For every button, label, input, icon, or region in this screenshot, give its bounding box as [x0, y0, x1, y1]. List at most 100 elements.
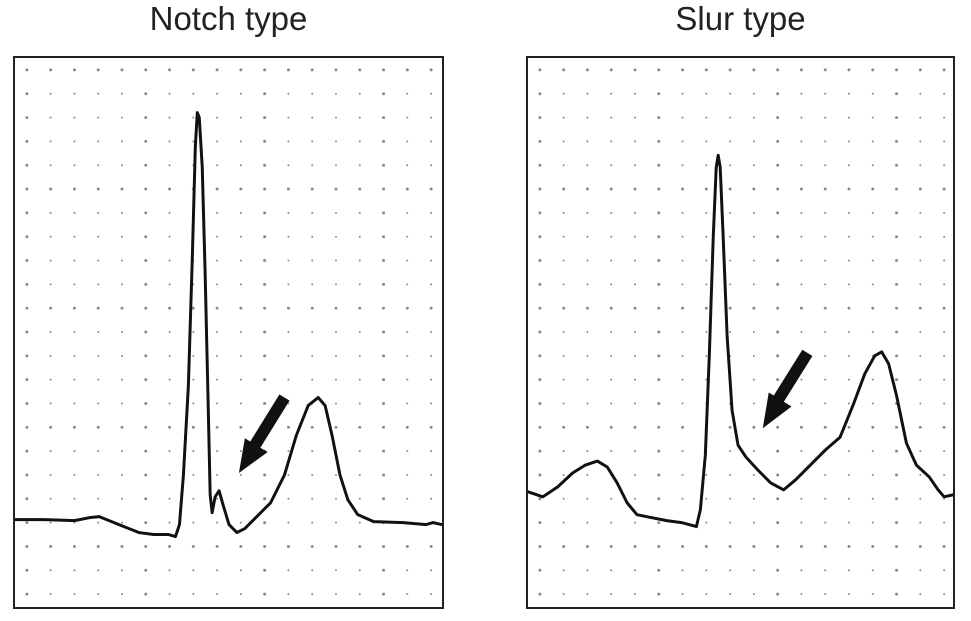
grid-dot: [800, 378, 803, 381]
grid-dot: [358, 497, 361, 500]
grid-dot: [918, 68, 922, 72]
grid-dot: [729, 140, 732, 143]
grid-dot: [49, 378, 52, 381]
grid-dot: [239, 211, 242, 214]
grid-dot: [942, 306, 946, 310]
grid-dot: [824, 92, 827, 95]
grid-dot: [144, 139, 148, 143]
grid-dot: [216, 164, 219, 167]
grid-dot: [382, 211, 386, 215]
grid-dot: [430, 259, 433, 262]
grid-dot: [25, 544, 29, 548]
grid-dot: [144, 187, 148, 191]
grid-dot: [263, 330, 267, 334]
grid-dot: [406, 140, 409, 143]
grid-dot: [382, 330, 386, 334]
grid-dot: [657, 568, 661, 572]
grid-dot: [239, 164, 242, 167]
grid-dot: [586, 283, 589, 286]
grid-dot: [895, 306, 899, 310]
grid-dot: [311, 497, 314, 500]
grid-dot: [609, 544, 613, 548]
grid-dot: [121, 354, 123, 357]
grid-dot: [562, 544, 566, 548]
grid-dot: [25, 306, 29, 310]
grid-dot: [776, 68, 780, 72]
grid-dot: [382, 235, 386, 239]
grid-dot: [609, 306, 613, 310]
grid-dot: [287, 473, 290, 476]
grid-dot: [97, 211, 100, 214]
grid-dot: [562, 306, 566, 310]
grid-dot: [192, 593, 195, 596]
grid-dot: [310, 425, 314, 429]
grid-dot: [610, 331, 613, 333]
grid-dot: [335, 473, 337, 476]
grid-dot: [96, 425, 100, 429]
grid-dot: [335, 140, 337, 143]
grid-dot: [168, 164, 171, 167]
grid-dot: [286, 425, 290, 429]
grid-dot: [634, 378, 636, 381]
grid-dot: [287, 283, 290, 286]
grid-dot: [847, 116, 850, 119]
grid-dot: [97, 569, 100, 572]
grid-dot: [97, 593, 100, 596]
grid-dot: [895, 187, 899, 191]
grid-dot: [49, 283, 52, 286]
grid-dot: [430, 497, 433, 500]
grid-dot: [121, 164, 123, 167]
grid-dot: [562, 593, 565, 596]
grid-dot: [25, 92, 29, 96]
grid-dot: [681, 259, 684, 262]
grid-dot: [216, 593, 219, 596]
grid-dot: [728, 544, 732, 548]
grid-dot: [25, 282, 29, 286]
grid-dot: [847, 68, 851, 72]
grid-dot: [216, 473, 219, 476]
grid-dot: [382, 163, 386, 167]
grid-dot: [705, 521, 708, 524]
grid-dot: [263, 163, 267, 167]
grid-dot: [144, 401, 148, 405]
grid-dot: [239, 497, 242, 500]
grid-dot: [49, 521, 52, 524]
grid-dot: [681, 140, 684, 143]
grid-dot: [562, 235, 565, 238]
grid-dot: [586, 497, 589, 500]
grid-dot: [334, 68, 338, 72]
grid-dot: [144, 259, 148, 263]
grid-dot: [144, 497, 148, 501]
grid-dot: [729, 473, 732, 476]
grid-dot: [287, 331, 290, 333]
grid-dot: [871, 68, 875, 72]
grid-dot: [192, 378, 195, 381]
grid-dot: [430, 354, 433, 357]
grid-dot: [430, 593, 433, 596]
grid-dot: [610, 354, 613, 357]
grid-dot: [49, 92, 52, 95]
grid-dot: [73, 211, 76, 214]
grid-dot: [847, 450, 850, 453]
grid-dot: [73, 473, 76, 476]
grid-dot: [895, 163, 899, 167]
grid-dot: [681, 497, 684, 500]
grid-dot: [800, 593, 803, 596]
grid-dot: [562, 187, 566, 191]
grid-dot: [73, 235, 76, 238]
grid-dot: [634, 569, 636, 572]
grid-dot: [168, 187, 172, 191]
grid-dot: [609, 68, 613, 72]
grid-dot: [430, 92, 433, 95]
ecg-trace-slur: [528, 153, 953, 529]
grid-dot: [634, 331, 636, 333]
grid-dot: [681, 593, 684, 596]
grid-dot: [97, 473, 100, 476]
grid-dot: [287, 450, 290, 453]
grid-dot: [73, 569, 76, 572]
grid-dot: [263, 306, 267, 310]
grid-dot: [585, 425, 589, 429]
grid-dot: [562, 331, 565, 333]
notch-type-title: Notch type: [149, 0, 308, 37]
grid-dot: [776, 378, 780, 382]
